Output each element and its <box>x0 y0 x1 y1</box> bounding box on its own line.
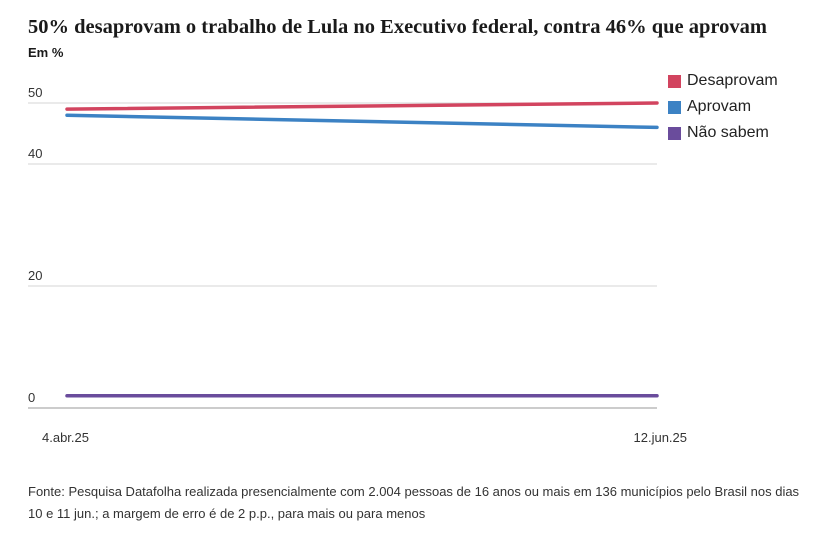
legend-label-nao-sabem: Não sabem <box>687 124 769 141</box>
chart-title: 50% desaprovam o trabalho de Lula no Exe… <box>28 16 767 38</box>
line-chart: 0 20 40 50 4.abr.25 12.jun.25 <box>28 85 688 445</box>
y-tick-label-20: 20 <box>28 268 42 283</box>
y-tick-label-40: 40 <box>28 146 42 161</box>
source-note: Fonte: Pesquisa Datafolha realizada pres… <box>28 484 800 521</box>
chart-legend: Desaprovam Aprovam Não sabem <box>668 68 778 146</box>
series-line-1 <box>65 113 659 130</box>
legend-swatch-aprovam <box>668 100 681 114</box>
legend-swatch-nao-sabem <box>668 126 681 140</box>
legend-item-aprovam: Aprovam <box>668 94 778 120</box>
legend-label-desaprovam: Desaprovam <box>687 72 778 89</box>
y-tick-label-0: 0 <box>28 390 35 405</box>
legend-item-nao-sabem: Não sabem <box>668 120 778 146</box>
x-tick-label-0: 4.abr.25 <box>42 430 89 445</box>
legend-item-desaprovam: Desaprovam <box>668 68 778 94</box>
legend-swatch-desaprovam <box>668 74 681 88</box>
y-axis-unit-label: Em % <box>28 45 64 60</box>
legend-label-aprovam: Aprovam <box>687 98 752 115</box>
series-line-0 <box>65 101 659 111</box>
x-tick-label-1: 12.jun.25 <box>634 430 688 445</box>
y-tick-label-50: 50 <box>28 85 42 100</box>
